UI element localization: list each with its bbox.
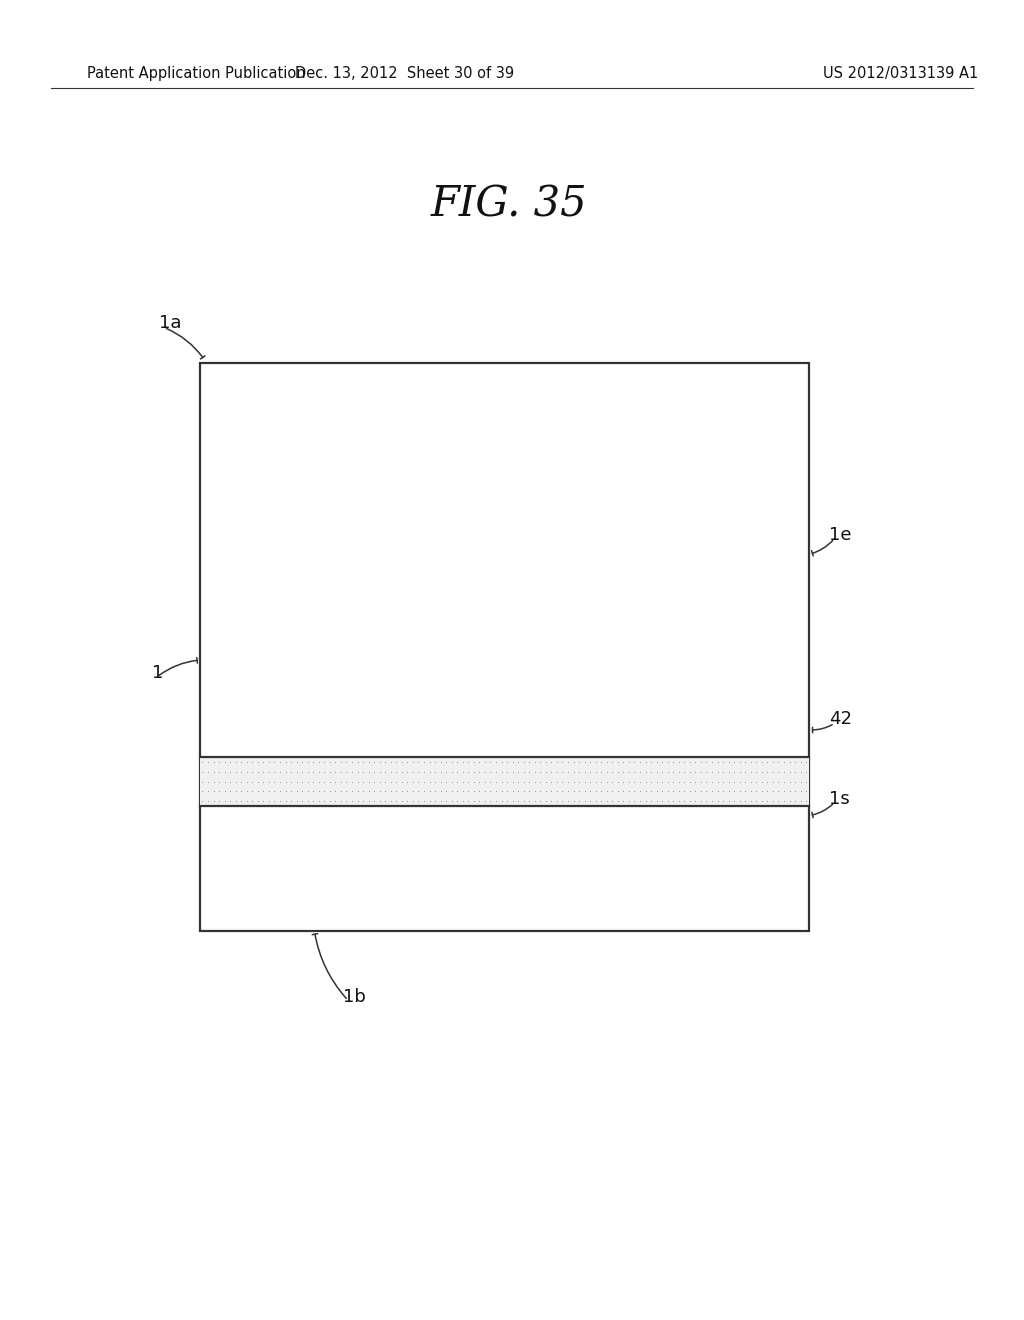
Text: 1a: 1a bbox=[159, 314, 181, 333]
Text: US 2012/0313139 A1: US 2012/0313139 A1 bbox=[823, 66, 979, 82]
Bar bbox=[200, 758, 809, 805]
Text: 1b: 1b bbox=[343, 987, 366, 1006]
Bar bbox=[200, 363, 809, 931]
Text: 1s: 1s bbox=[829, 789, 850, 808]
Text: FIG. 35: FIG. 35 bbox=[431, 183, 587, 226]
Text: Dec. 13, 2012  Sheet 30 of 39: Dec. 13, 2012 Sheet 30 of 39 bbox=[295, 66, 514, 82]
Text: 1: 1 bbox=[152, 664, 163, 682]
Text: Patent Application Publication: Patent Application Publication bbox=[87, 66, 306, 82]
Text: 42: 42 bbox=[829, 710, 852, 729]
Text: 1e: 1e bbox=[829, 525, 852, 544]
